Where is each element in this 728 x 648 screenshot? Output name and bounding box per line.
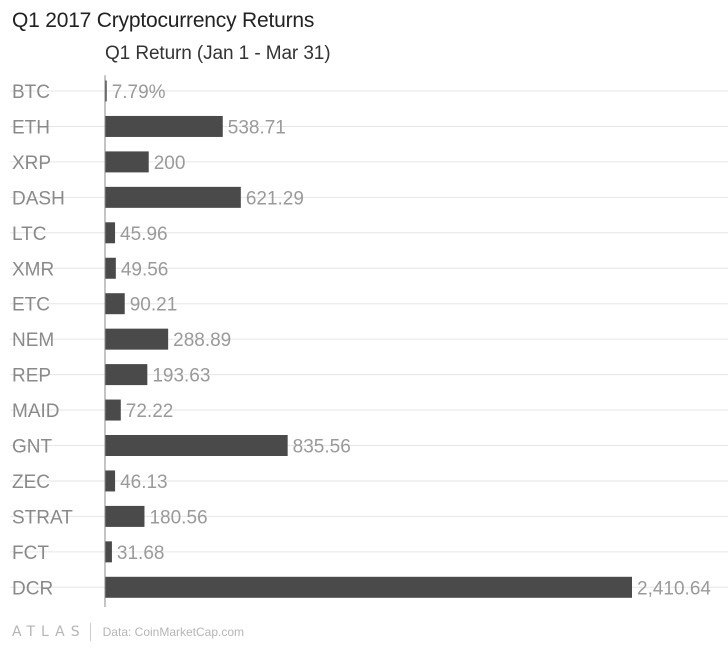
category-label: FCT [12, 543, 49, 564]
source-note: Data: CoinMarketCap.com [102, 625, 245, 639]
category-label: REP [12, 366, 51, 387]
atlas-logo: ATLAS [12, 624, 86, 640]
bar [105, 186, 241, 208]
bar [105, 399, 121, 421]
value-label: 193.63 [152, 366, 210, 387]
value-label: 180.56 [149, 507, 207, 528]
value-label: 288.89 [173, 330, 231, 351]
category-label: LTC [12, 224, 46, 245]
category-label: NEM [12, 330, 54, 351]
value-label: 621.29 [246, 188, 304, 209]
value-label: 45.96 [120, 224, 168, 245]
bar [105, 328, 169, 350]
category-label: STRAT [12, 507, 73, 528]
value-label: 72.22 [126, 401, 174, 422]
category-label: XMR [12, 259, 54, 280]
bar [105, 576, 632, 598]
bar [105, 364, 148, 386]
category-label: ETC [12, 295, 50, 316]
chart-title: Q1 2017 Cryptocurrency Returns [12, 9, 315, 32]
value-label: 46.13 [120, 472, 168, 493]
bar [105, 470, 116, 492]
category-label: ETH [12, 117, 50, 138]
value-label: 90.21 [130, 295, 178, 316]
value-label: 2,410.64 [637, 578, 711, 599]
bar [105, 257, 116, 279]
category-label: DCR [12, 578, 53, 599]
category-label: BTC [12, 82, 50, 103]
bar [105, 435, 288, 456]
value-label: 835.56 [293, 437, 351, 458]
bar [105, 541, 112, 563]
value-label: 538.71 [228, 117, 286, 138]
chart-subtitle: Q1 Return (Jan 1 - Mar 31) [105, 43, 331, 64]
bar [105, 151, 149, 173]
bar [105, 505, 145, 527]
bar [105, 293, 125, 315]
bar [105, 80, 107, 102]
bar [105, 222, 116, 244]
category-label: GNT [12, 437, 53, 458]
value-label: 49.56 [121, 259, 169, 280]
category-label: ZEC [12, 472, 50, 493]
category-label: DASH [12, 188, 65, 209]
category-label: XRP [12, 153, 51, 174]
footer-divider [89, 623, 91, 641]
bar [105, 115, 223, 137]
value-label: 31.68 [117, 543, 165, 564]
chart-footer: ATLAS Data: CoinMarketCap.com [12, 622, 244, 642]
category-label: MAID [12, 401, 60, 422]
value-label: 7.79% [112, 82, 166, 103]
value-label: 200 [154, 153, 186, 174]
